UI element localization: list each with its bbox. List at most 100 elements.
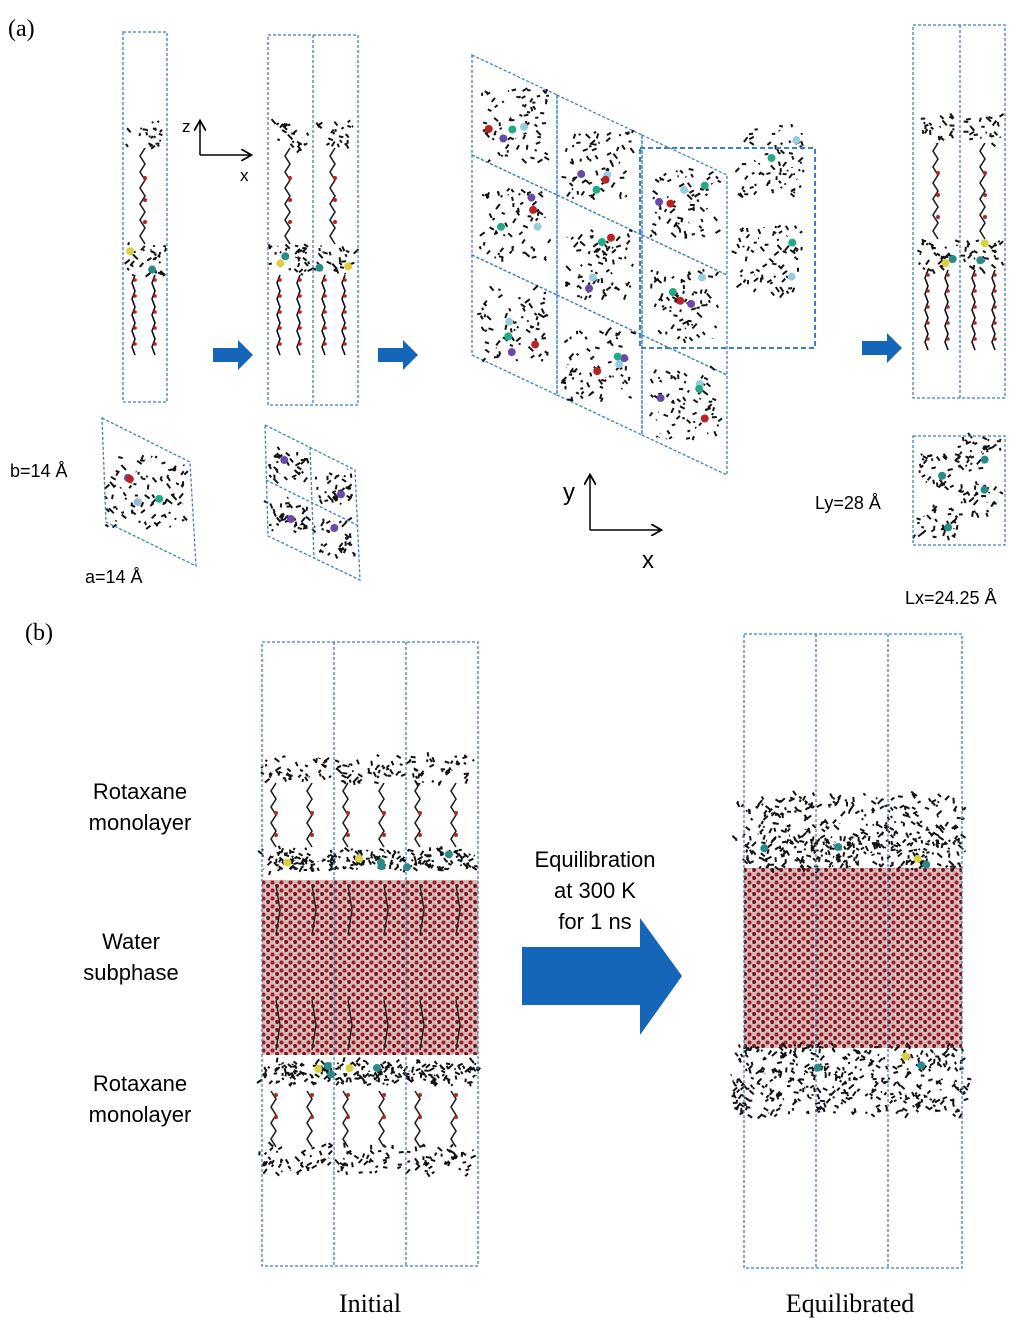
arrow — [862, 333, 902, 363]
lattice-cell — [557, 195, 642, 335]
atom — [343, 310, 347, 314]
atom — [922, 861, 930, 869]
atom — [669, 288, 677, 296]
atom — [346, 811, 350, 815]
atom — [527, 194, 535, 202]
molecule — [913, 505, 958, 541]
atom — [153, 310, 157, 314]
atom — [310, 811, 314, 815]
water-initial — [262, 880, 478, 1055]
molecule — [257, 1057, 480, 1086]
molecule — [743, 839, 966, 873]
atom — [330, 524, 338, 532]
molecule — [259, 1142, 290, 1175]
atom — [792, 136, 800, 144]
atom — [914, 855, 922, 863]
atom — [288, 198, 292, 202]
atom — [926, 337, 930, 341]
atom — [346, 1115, 350, 1119]
atom — [278, 342, 282, 346]
chain — [451, 1091, 456, 1147]
atom — [981, 239, 989, 247]
atom — [280, 456, 288, 464]
molecule — [296, 758, 331, 782]
atom — [382, 811, 386, 815]
molecule — [650, 366, 722, 440]
atom — [324, 1062, 332, 1070]
atom — [534, 223, 542, 231]
atom — [153, 294, 157, 298]
cell-b-label: b=14 Å — [10, 461, 68, 481]
lattice-cell — [557, 295, 642, 435]
lattice-cell — [642, 135, 727, 275]
chain — [415, 1091, 420, 1147]
atom — [323, 278, 327, 282]
atom — [701, 414, 709, 422]
chain — [451, 783, 456, 847]
chain — [307, 783, 312, 847]
lattice-cell — [557, 95, 642, 235]
chain — [343, 783, 348, 847]
atom — [155, 495, 163, 503]
atom — [298, 310, 302, 314]
atom — [593, 367, 601, 375]
atom — [976, 256, 984, 264]
atom — [577, 170, 585, 178]
atom — [445, 850, 453, 858]
atom — [373, 1064, 381, 1072]
atom — [926, 321, 930, 325]
atom — [333, 176, 337, 180]
atom — [531, 341, 539, 349]
atom — [343, 326, 347, 330]
atom — [529, 206, 537, 214]
atom — [310, 1115, 314, 1119]
atom — [520, 123, 528, 131]
panel-label: (b) — [25, 620, 53, 646]
molecule — [406, 1144, 437, 1177]
atom — [936, 171, 940, 175]
atom — [598, 238, 606, 246]
process-label: for 1 ns — [558, 909, 631, 934]
atom — [454, 1093, 458, 1097]
panel-label: (a) — [8, 16, 35, 42]
molecule — [731, 1072, 972, 1118]
atom — [288, 176, 292, 180]
atom — [126, 247, 134, 255]
atom — [946, 321, 950, 325]
atom — [133, 310, 137, 314]
atom — [298, 278, 302, 282]
molecule — [920, 454, 964, 490]
atom — [283, 859, 291, 867]
molecule — [438, 755, 474, 786]
ly-label: Ly=28 Å — [815, 493, 881, 513]
atom — [607, 234, 615, 242]
atom — [676, 297, 684, 305]
molecule — [316, 120, 353, 148]
atom — [133, 278, 137, 282]
axis-label: x — [240, 166, 249, 185]
layer-label: monolayer — [89, 1102, 192, 1127]
axis-label: x — [642, 547, 654, 574]
process-label: Equilibration — [534, 847, 655, 872]
atom — [655, 198, 663, 206]
chain — [330, 148, 335, 244]
molecule — [312, 518, 355, 559]
atom — [949, 255, 957, 263]
molecule — [264, 497, 311, 532]
chain — [980, 143, 985, 239]
atom — [343, 342, 347, 346]
atom — [993, 273, 997, 277]
atom — [589, 273, 597, 281]
atom — [355, 855, 363, 863]
atom — [993, 337, 997, 341]
atom — [418, 1093, 422, 1097]
atom — [133, 294, 137, 298]
arrow — [522, 918, 682, 1035]
atom — [657, 394, 665, 402]
molecule — [368, 755, 403, 783]
atom — [602, 176, 610, 184]
atom — [418, 1115, 422, 1119]
layer-label: monolayer — [89, 810, 192, 835]
molecule — [651, 269, 718, 342]
atom — [993, 305, 997, 309]
